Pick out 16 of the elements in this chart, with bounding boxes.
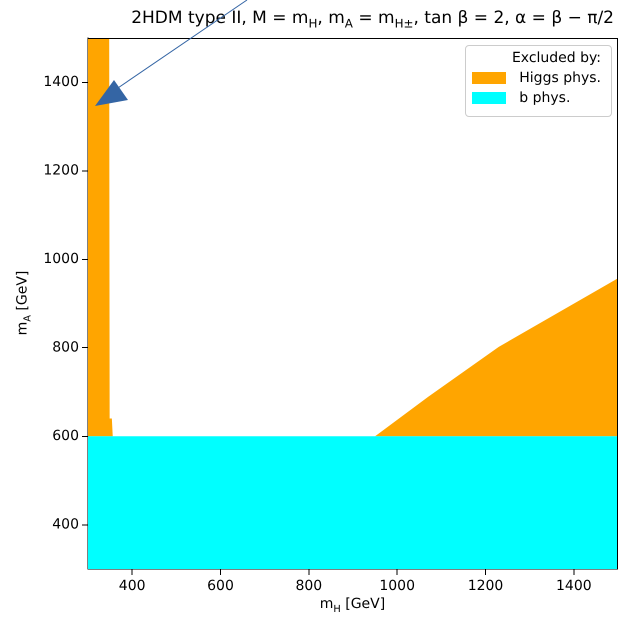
legend-label: Higgs phys. bbox=[519, 70, 601, 86]
x-tick-label: 400 bbox=[118, 578, 146, 594]
x-tick-label: 1200 bbox=[468, 578, 504, 594]
x-tick-label: 1000 bbox=[379, 578, 415, 594]
y-tick-label: 1200 bbox=[43, 162, 79, 178]
y-tick-label: 1400 bbox=[43, 74, 79, 90]
x-axis-title: m$_{H}$ [GeV] bbox=[318, 596, 386, 615]
x-tick-label: 800 bbox=[295, 578, 322, 594]
x-tick-label: 1400 bbox=[556, 578, 592, 594]
y-tick-label: 600 bbox=[52, 428, 79, 444]
legend-title: Excluded by: bbox=[510, 50, 601, 66]
y-tick-label: 1000 bbox=[43, 250, 79, 267]
y-tick-label: 400 bbox=[52, 516, 79, 532]
x-tick-label: 600 bbox=[207, 578, 234, 594]
y-tick-label: 800 bbox=[52, 339, 79, 356]
legend-label: b phys. bbox=[519, 90, 570, 106]
